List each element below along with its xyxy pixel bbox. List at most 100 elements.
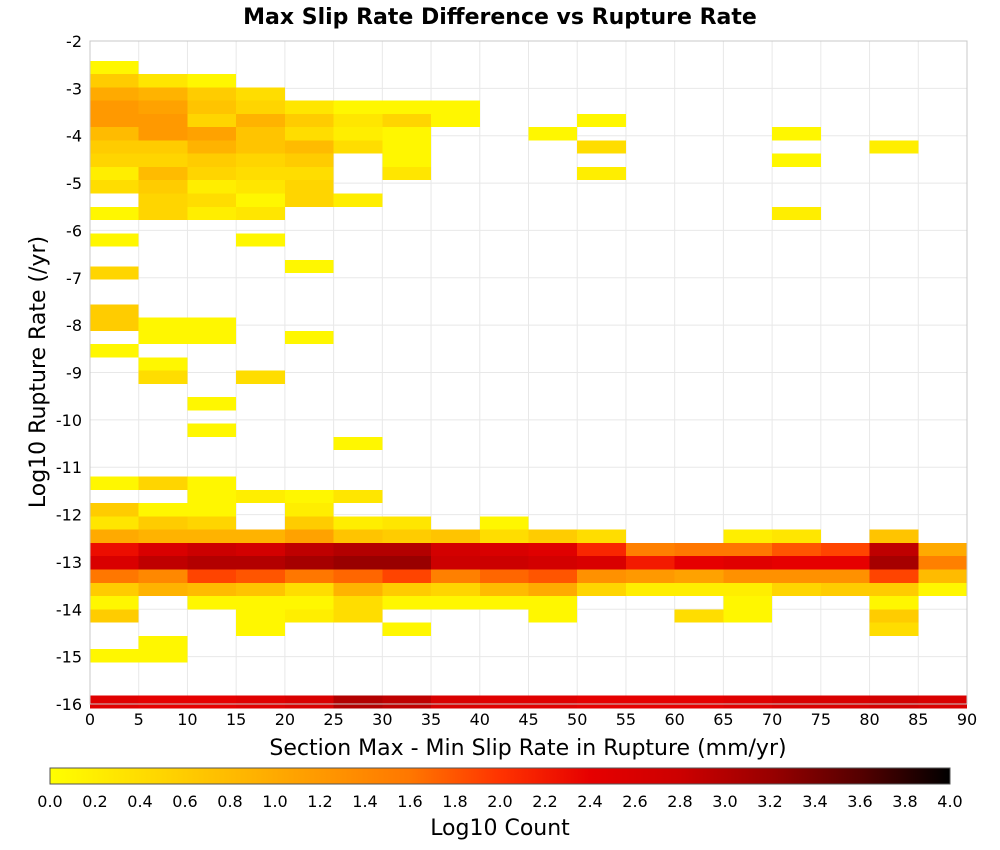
heatmap-cell (382, 556, 432, 570)
heatmap-cell (723, 542, 773, 557)
y-tick-label: -11 (56, 458, 82, 477)
heatmap-cell (869, 695, 919, 709)
heatmap-cell (577, 695, 626, 709)
y-tick-label: -2 (66, 32, 82, 51)
heatmap-cell (236, 140, 285, 154)
heatmap-cell (187, 206, 237, 221)
heatmap-cell (138, 153, 188, 167)
heatmap-cell (90, 503, 139, 517)
heatmap-cell (90, 153, 139, 167)
heatmap-cell (236, 180, 285, 194)
heatmap-cell (138, 556, 188, 570)
heatmap-cell (187, 180, 237, 194)
heatmap-cell (869, 609, 919, 623)
colorbar-tick-label: 0.4 (127, 792, 152, 811)
heatmap-cell (333, 609, 383, 623)
colorbar-tick-label: 2.6 (622, 792, 647, 811)
x-tick-label: 0 (85, 710, 95, 729)
colorbar-tick-label: 1.8 (442, 792, 467, 811)
heatmap-cell (90, 113, 139, 128)
heatmap-cell (138, 542, 188, 557)
heatmap-cell (187, 556, 237, 570)
heatmap-cell (90, 695, 139, 709)
heatmap-cell (284, 113, 334, 128)
heatmap-cell (284, 503, 334, 517)
heatmap-cell (138, 357, 188, 371)
x-tick-label: 45 (518, 710, 538, 729)
x-tick-label: 85 (908, 710, 928, 729)
x-tick-label: 25 (323, 710, 343, 729)
heatmap-cell (382, 529, 432, 543)
x-tick-label: 90 (957, 710, 977, 729)
heatmap-cell (284, 516, 334, 530)
colorbar-tick-label: 2.0 (487, 792, 512, 811)
y-tick-label: -8 (66, 316, 82, 335)
y-tick-label: -9 (66, 364, 82, 383)
heatmap-cell (431, 556, 480, 570)
y-tick-label: -4 (66, 127, 82, 146)
heatmap-cell (187, 153, 237, 167)
heatmap-cell (236, 489, 285, 504)
heatmap-cell (382, 140, 432, 154)
heatmap-cell (138, 649, 188, 663)
colorbar-tick-label: 2.4 (577, 792, 602, 811)
heatmap-cell (138, 516, 188, 530)
heatmap-cell (187, 423, 237, 437)
heatmap-cell (138, 317, 188, 331)
heatmap-cell (723, 529, 773, 543)
heatmap-cell (284, 489, 334, 504)
heatmap-cell (333, 556, 383, 570)
heatmap-cell (236, 569, 285, 583)
heatmap-cell (772, 542, 821, 557)
heatmap-cell (625, 582, 675, 597)
heatmap-cell (333, 529, 383, 543)
heatmap-cell (138, 582, 188, 597)
colorbar-ticks: 0.0 0.2 0.4 0.6 0.8 1.0 1.2 1.4 1.6 1.8 2.0 2.2 2.4 2… (37, 792, 962, 811)
heatmap-cell (528, 695, 578, 709)
heatmap-cell (236, 609, 285, 623)
heatmap-cell (479, 516, 529, 530)
heatmap-cell (431, 100, 480, 114)
heatmap-cell (333, 140, 383, 154)
heatmap-cell (236, 556, 285, 570)
heatmap-cell (187, 596, 237, 610)
heatmap-cell (528, 596, 578, 610)
heatmap-cell (431, 582, 480, 597)
heatmap-cell (90, 582, 139, 597)
y-tick-label: -16 (56, 695, 82, 714)
heatmap-cell (918, 569, 967, 583)
heatmap-cell (820, 582, 870, 597)
heatmap-cell (187, 140, 237, 154)
heatmap-cell (90, 556, 139, 570)
heatmap-cell (284, 193, 334, 207)
colorbar-tick-label: 0.0 (37, 792, 62, 811)
heatmap-cell (284, 100, 334, 114)
heatmap-cell (236, 370, 285, 384)
heatmap-cell (625, 542, 675, 557)
heatmap-cell (382, 153, 432, 167)
heatmap-cell (284, 596, 334, 610)
heatmap-cell (90, 206, 139, 221)
heatmap-cell (869, 569, 919, 583)
heatmap-cell (772, 695, 821, 709)
heatmap-cell (577, 542, 626, 557)
heatmap-cell (772, 569, 821, 583)
x-tick-label: 50 (567, 710, 587, 729)
x-axis-label: Section Max - Min Slip Rate in Rupture (… (269, 736, 786, 761)
x-tick-label: 80 (859, 710, 879, 729)
heatmap-cell (187, 529, 237, 543)
heatmap-cell (90, 127, 139, 141)
heatmap-cell (90, 609, 139, 623)
heatmap-cell (577, 556, 626, 570)
heatmap-cell (723, 695, 773, 709)
colorbar-tick-label: 4.0 (937, 792, 962, 811)
x-axis-ticks: 0 5 10 15 20 25 30 35 40 45 50 55 60 65 70 75 80 85 90 (85, 710, 977, 729)
heatmap-cell (138, 370, 188, 384)
heatmap-cell (772, 153, 821, 167)
x-tick-label: 65 (713, 710, 733, 729)
heatmap-cell (138, 695, 188, 709)
heatmap-cell (772, 206, 821, 221)
heatmap-cell (674, 695, 724, 709)
heatmap-cell (772, 556, 821, 570)
